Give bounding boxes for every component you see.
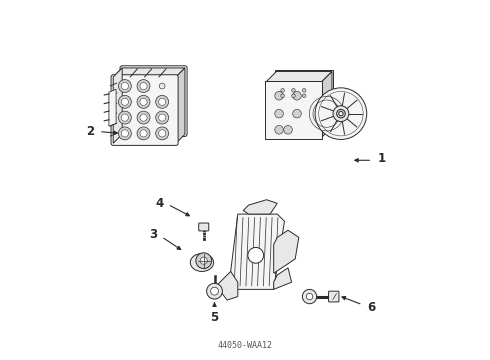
Circle shape <box>315 88 367 139</box>
Text: 6: 6 <box>367 301 375 314</box>
Circle shape <box>137 111 150 124</box>
Circle shape <box>275 91 283 100</box>
Polygon shape <box>176 68 185 143</box>
Polygon shape <box>109 89 116 126</box>
Circle shape <box>306 293 313 300</box>
Circle shape <box>302 89 306 92</box>
Circle shape <box>207 283 222 299</box>
Circle shape <box>159 83 165 89</box>
Polygon shape <box>216 271 238 300</box>
Circle shape <box>137 80 150 93</box>
Circle shape <box>292 94 295 98</box>
Circle shape <box>122 98 128 105</box>
Polygon shape <box>243 200 277 214</box>
Circle shape <box>119 80 131 93</box>
Circle shape <box>119 111 131 124</box>
Circle shape <box>275 126 283 134</box>
Circle shape <box>302 94 306 98</box>
Circle shape <box>284 126 293 134</box>
FancyBboxPatch shape <box>111 75 178 145</box>
FancyBboxPatch shape <box>329 291 339 302</box>
FancyBboxPatch shape <box>275 71 333 128</box>
Circle shape <box>281 94 285 98</box>
Circle shape <box>211 287 219 295</box>
Circle shape <box>339 112 343 116</box>
Circle shape <box>302 289 317 304</box>
FancyBboxPatch shape <box>199 223 209 231</box>
Circle shape <box>292 89 295 92</box>
Circle shape <box>122 130 128 137</box>
Circle shape <box>137 127 150 140</box>
Ellipse shape <box>190 253 214 271</box>
Circle shape <box>140 114 147 121</box>
Circle shape <box>140 130 147 137</box>
Circle shape <box>248 247 264 263</box>
Polygon shape <box>274 230 299 273</box>
Text: 5: 5 <box>210 311 219 324</box>
Circle shape <box>337 109 345 118</box>
Circle shape <box>196 253 212 269</box>
FancyBboxPatch shape <box>120 66 187 136</box>
Circle shape <box>140 82 147 90</box>
Text: 2: 2 <box>86 125 95 138</box>
Circle shape <box>156 95 169 108</box>
Text: 4: 4 <box>155 197 163 210</box>
FancyBboxPatch shape <box>265 81 322 139</box>
Polygon shape <box>266 72 332 82</box>
Circle shape <box>159 130 166 137</box>
Circle shape <box>293 91 301 100</box>
Polygon shape <box>113 68 122 143</box>
Circle shape <box>275 109 283 118</box>
Circle shape <box>140 98 147 105</box>
Circle shape <box>293 109 301 118</box>
Circle shape <box>200 257 207 264</box>
Circle shape <box>156 127 169 140</box>
Circle shape <box>122 114 128 121</box>
Text: 3: 3 <box>149 228 157 241</box>
Circle shape <box>119 95 131 108</box>
Circle shape <box>119 127 131 140</box>
Polygon shape <box>274 268 292 289</box>
Polygon shape <box>113 68 185 77</box>
Text: 44050-WAA12: 44050-WAA12 <box>218 341 272 350</box>
Circle shape <box>122 82 128 90</box>
Circle shape <box>281 89 285 92</box>
Text: 1: 1 <box>378 152 386 165</box>
Polygon shape <box>321 72 332 138</box>
Circle shape <box>159 114 166 121</box>
Polygon shape <box>231 214 285 289</box>
Circle shape <box>137 95 150 108</box>
Circle shape <box>156 111 169 124</box>
Circle shape <box>333 106 349 122</box>
Circle shape <box>159 98 166 105</box>
